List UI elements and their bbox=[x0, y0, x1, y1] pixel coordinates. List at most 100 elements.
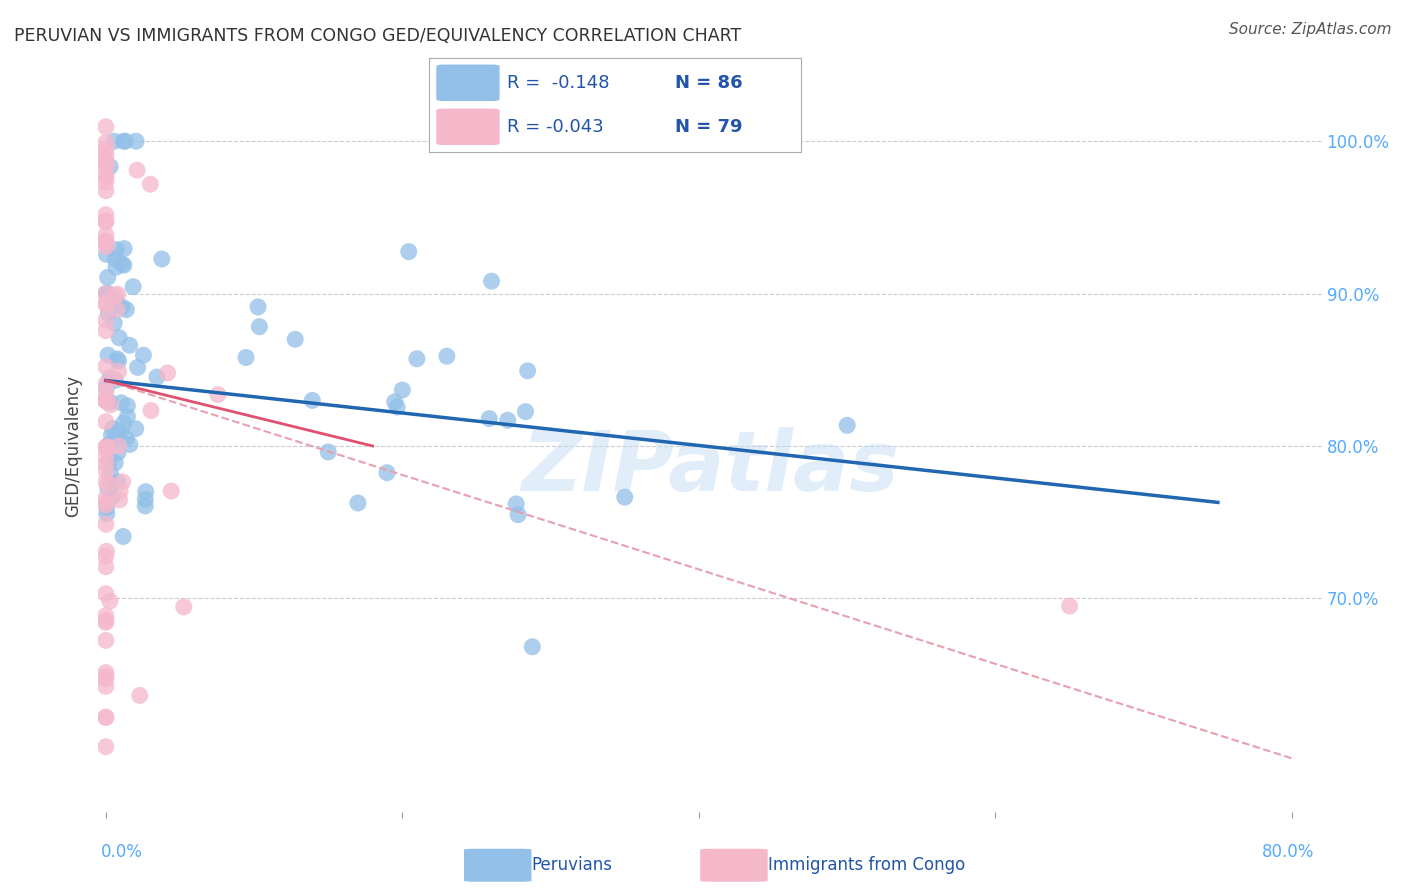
Point bbox=[94, 169, 117, 184]
Point bbox=[284, 332, 307, 346]
Point bbox=[837, 418, 859, 433]
Point bbox=[97, 481, 120, 495]
Point bbox=[96, 544, 118, 558]
Point bbox=[94, 392, 117, 407]
Point bbox=[94, 559, 117, 574]
Point bbox=[97, 348, 120, 362]
Point bbox=[111, 475, 134, 489]
Point bbox=[96, 247, 118, 261]
Point bbox=[105, 243, 128, 257]
Point bbox=[122, 279, 145, 293]
Point bbox=[107, 287, 129, 301]
Point bbox=[94, 296, 117, 310]
Point bbox=[385, 400, 408, 414]
Point bbox=[105, 302, 128, 317]
Point bbox=[98, 371, 121, 385]
Point bbox=[94, 324, 117, 338]
Text: Source: ZipAtlas.com: Source: ZipAtlas.com bbox=[1229, 22, 1392, 37]
Point bbox=[94, 614, 117, 628]
Point bbox=[384, 395, 406, 409]
Point bbox=[156, 366, 179, 380]
Point bbox=[98, 467, 121, 481]
Point bbox=[94, 464, 117, 478]
Point bbox=[94, 457, 117, 471]
Point bbox=[98, 398, 121, 412]
Text: R = -0.043: R = -0.043 bbox=[508, 119, 603, 136]
Point bbox=[125, 134, 148, 148]
Point bbox=[94, 440, 117, 454]
Point bbox=[111, 300, 134, 314]
Point bbox=[94, 394, 117, 409]
Point bbox=[94, 665, 117, 680]
Point bbox=[101, 490, 124, 504]
Point bbox=[94, 286, 117, 301]
Point bbox=[125, 422, 148, 436]
Point bbox=[96, 439, 118, 453]
Point bbox=[94, 475, 117, 489]
Point bbox=[96, 500, 118, 515]
Y-axis label: GED/Equivalency: GED/Equivalency bbox=[65, 375, 83, 517]
Point bbox=[301, 393, 323, 408]
Point bbox=[98, 395, 121, 409]
Point bbox=[160, 484, 183, 499]
Point bbox=[107, 427, 129, 442]
Point bbox=[139, 178, 162, 192]
Point bbox=[107, 439, 129, 453]
Point bbox=[94, 213, 117, 227]
Point bbox=[108, 424, 131, 438]
Point bbox=[94, 234, 117, 248]
Point bbox=[94, 415, 117, 429]
Point bbox=[110, 396, 132, 410]
Point bbox=[94, 710, 117, 724]
Point bbox=[398, 244, 420, 259]
Point bbox=[375, 466, 398, 480]
Point bbox=[94, 215, 117, 229]
Text: 80.0%: 80.0% bbox=[1263, 843, 1315, 861]
Point bbox=[94, 234, 117, 248]
Point bbox=[481, 274, 503, 288]
Point bbox=[515, 404, 537, 418]
Point bbox=[94, 169, 117, 183]
Point bbox=[94, 517, 117, 532]
Point bbox=[96, 442, 118, 456]
Point bbox=[94, 498, 117, 512]
Point bbox=[94, 240, 117, 254]
Point bbox=[207, 387, 229, 401]
Point bbox=[108, 492, 131, 507]
Point bbox=[94, 297, 117, 311]
Point bbox=[516, 364, 538, 378]
Point bbox=[94, 491, 117, 505]
Point bbox=[97, 306, 120, 320]
Point bbox=[247, 300, 270, 314]
Point bbox=[127, 360, 149, 375]
Point bbox=[108, 331, 131, 345]
Point bbox=[94, 587, 117, 601]
Point bbox=[94, 679, 117, 693]
Point bbox=[94, 160, 117, 174]
Point bbox=[94, 450, 117, 464]
Point bbox=[94, 495, 117, 509]
Point bbox=[107, 354, 129, 368]
Point bbox=[108, 483, 131, 498]
Point bbox=[94, 672, 117, 686]
Point bbox=[97, 456, 120, 470]
Text: N = 79: N = 79 bbox=[675, 119, 742, 136]
Point bbox=[103, 316, 125, 330]
Text: ZIPatlas: ZIPatlas bbox=[522, 427, 898, 508]
Point bbox=[107, 424, 129, 438]
Point bbox=[115, 431, 138, 445]
Point bbox=[105, 351, 128, 366]
Point bbox=[107, 445, 129, 459]
Point bbox=[104, 432, 127, 446]
Point bbox=[247, 319, 270, 334]
Text: Immigrants from Congo: Immigrants from Congo bbox=[768, 856, 965, 874]
FancyBboxPatch shape bbox=[700, 849, 768, 881]
Point bbox=[146, 370, 169, 384]
Point bbox=[105, 293, 128, 308]
Point bbox=[104, 288, 127, 302]
Point bbox=[111, 257, 134, 271]
Point bbox=[105, 475, 128, 489]
Point bbox=[94, 608, 117, 623]
Point bbox=[94, 615, 117, 630]
Point bbox=[112, 134, 135, 148]
